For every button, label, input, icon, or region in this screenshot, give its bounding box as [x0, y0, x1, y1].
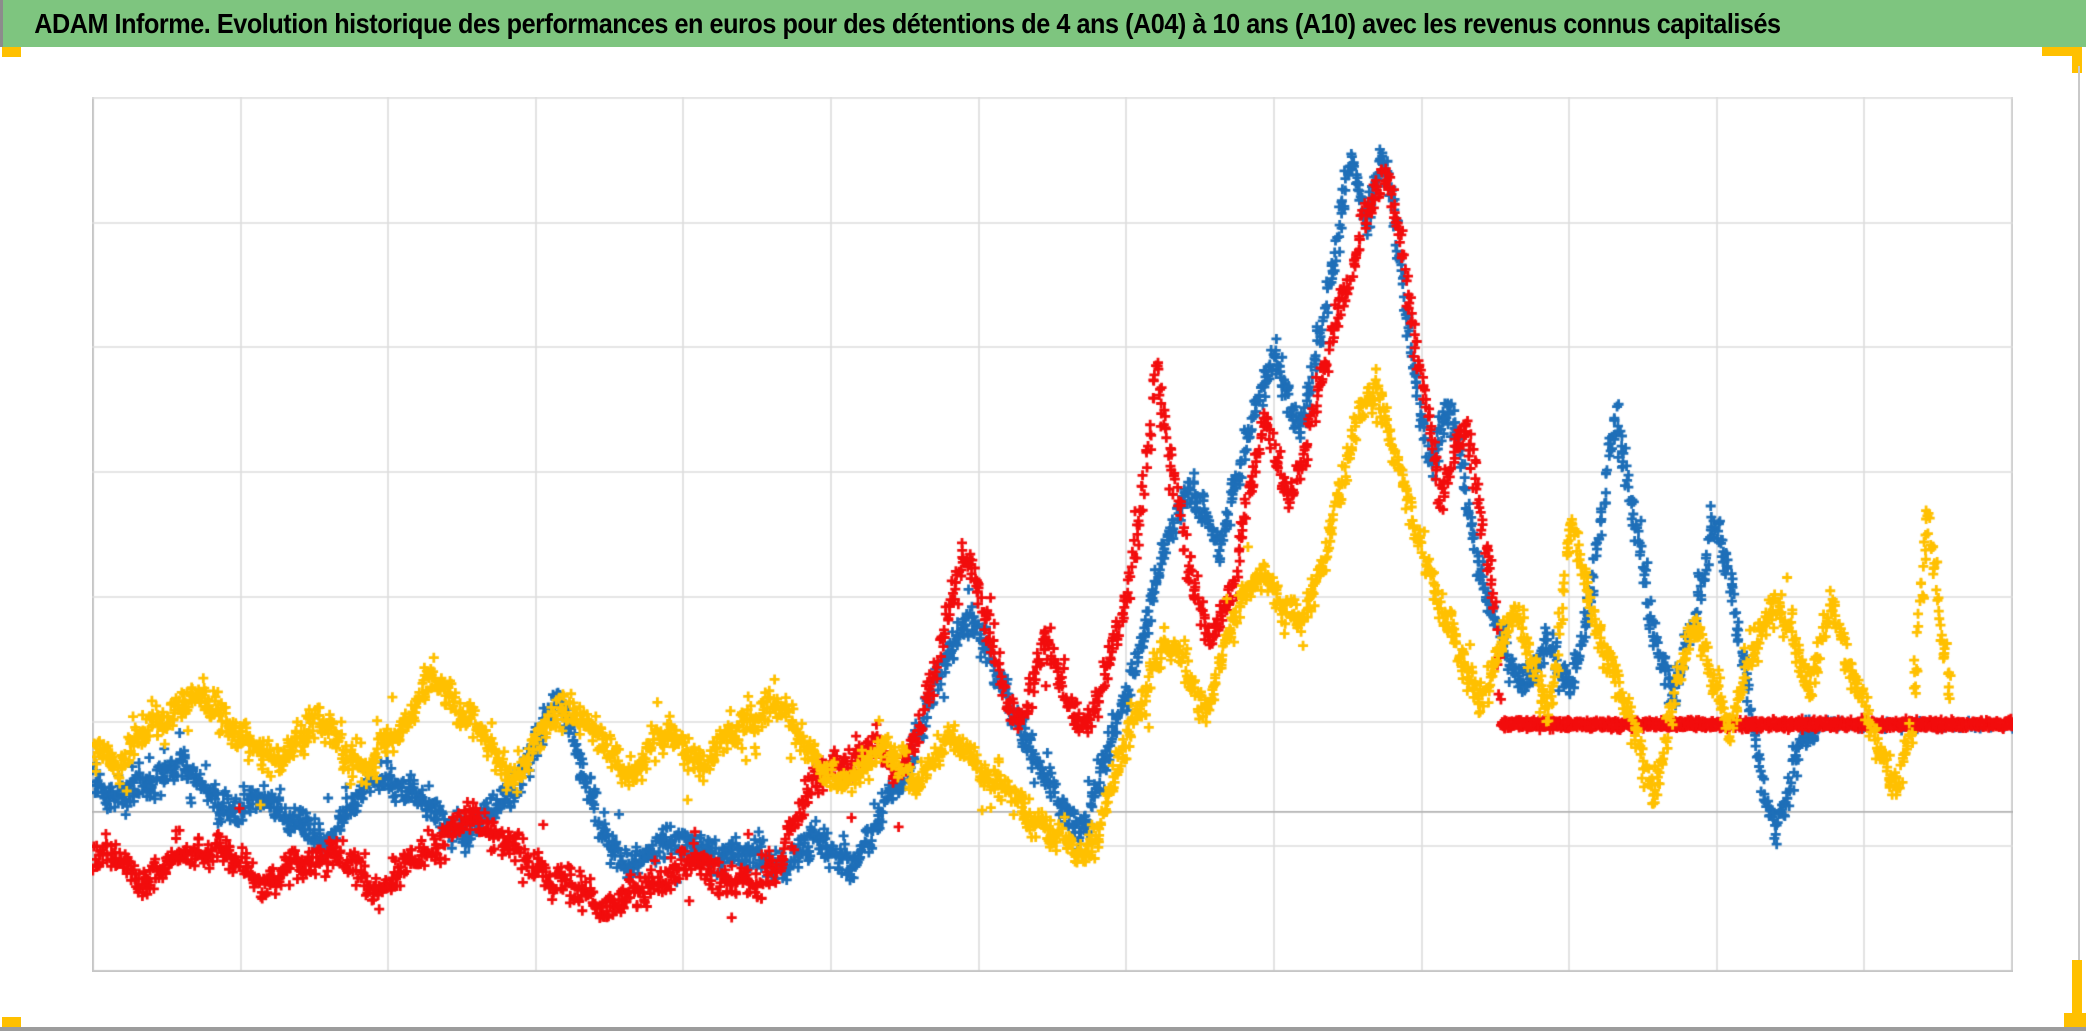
accent-mark-top-right-h [2042, 47, 2082, 56]
accent-mark-bottom-right [2064, 1013, 2086, 1028]
accent-mark-bottom-left [2, 1017, 21, 1028]
chart-region [0, 47, 2086, 1027]
performance-scatter-chart [92, 97, 2013, 972]
right-edge-line [2078, 66, 2080, 960]
accent-mark-top-right-v [2072, 47, 2082, 73]
page-title: ADAM Informe. Evolution historique des p… [34, 8, 1781, 39]
bottom-window-strip [0, 1027, 2086, 1031]
accent-mark-right-bottom [2072, 960, 2082, 1018]
header-left-edge [0, 0, 3, 47]
header-bar: ADAM Informe. Evolution historique des p… [0, 0, 2086, 47]
accent-mark-top-left [2, 47, 21, 57]
